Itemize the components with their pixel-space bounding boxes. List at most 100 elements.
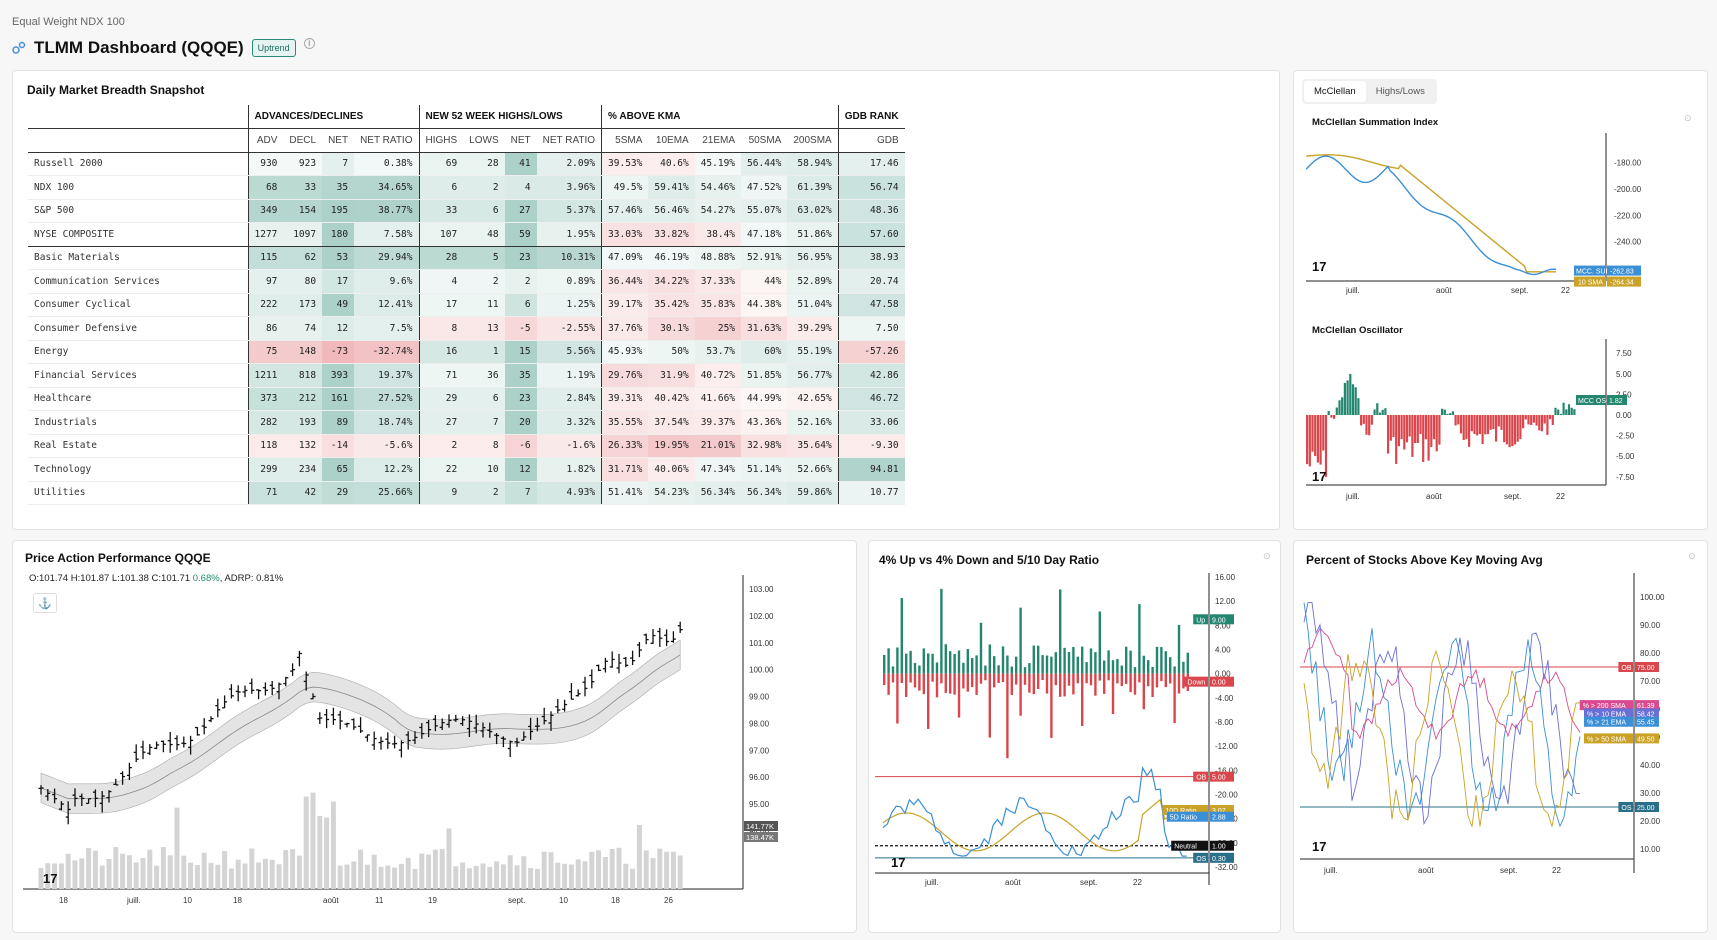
- series-tag: [1618, 802, 1633, 812]
- table-cell: 7.5%: [354, 316, 419, 341]
- oscillator-bar: [1495, 415, 1498, 442]
- column-header[interactable]: 5SMA: [601, 128, 649, 153]
- y-tick-label: 96.00: [749, 773, 770, 782]
- column-header[interactable]: GDB: [837, 128, 905, 153]
- summation-title: McClellan Summation Index: [1312, 117, 1439, 128]
- table-cell: 61.39%: [787, 175, 839, 200]
- volume-bar: [92, 850, 98, 889]
- table-row: Basic Materials 115 62 53 29.94% 28 5 23 10.31% 4…: [28, 246, 905, 270]
- column-header[interactable]: NET: [504, 128, 537, 153]
- table-cell: 12.41%: [354, 293, 419, 317]
- column-header[interactable]: HIGHS: [418, 128, 464, 153]
- volume-bar: [405, 857, 411, 889]
- y-tick-label: 90.00: [1640, 621, 1661, 630]
- series-tag: [1574, 276, 1606, 287]
- oscillator-bar: [1435, 415, 1438, 452]
- column-header[interactable]: 50SMA: [741, 128, 788, 153]
- up-bar: [979, 622, 983, 674]
- table-cell: 37.33%: [694, 269, 742, 294]
- trend-badge[interactable]: Uptrend: [251, 39, 296, 57]
- info-icon[interactable]: i: [303, 37, 315, 49]
- table-cell: 56.44%: [741, 152, 788, 176]
- oscillator-bar: [1416, 415, 1419, 444]
- oscillator-bar: [1360, 415, 1363, 426]
- column-header[interactable]: 10EMA: [648, 128, 695, 153]
- down-bar: [1032, 673, 1035, 695]
- value-tag: [1635, 662, 1659, 672]
- column-header[interactable]: LOWS: [463, 128, 505, 153]
- volume-bar: [276, 864, 282, 889]
- up-bar: [922, 648, 925, 674]
- table-cell: 9: [418, 481, 464, 505]
- column-header[interactable]: NET RATIO: [354, 128, 419, 153]
- column-header[interactable]: 21EMA: [694, 128, 742, 153]
- value-tag-label: 25.00: [1637, 805, 1655, 812]
- settings-icon[interactable]: ⊙: [1688, 551, 1696, 561]
- volume-bar: [664, 851, 670, 889]
- y-tick-label: 0.00: [1215, 670, 1231, 679]
- tab-mcclellan[interactable]: McClellan: [1304, 81, 1366, 102]
- oscillator-bar: [1543, 415, 1546, 424]
- group-header: GDB RANK: [837, 105, 905, 129]
- up-bar: [1041, 655, 1044, 674]
- down-bar: [1160, 673, 1163, 682]
- y-tick-label: 101.00: [749, 639, 774, 648]
- sector-name: Communication Services: [28, 269, 248, 294]
- table-cell: 33.03%: [601, 222, 649, 247]
- ratio-10d-line: [882, 798, 1187, 852]
- down-bar: [1010, 673, 1013, 695]
- column-header[interactable]: ADV: [247, 128, 284, 153]
- series-tag: [1184, 676, 1208, 687]
- oscillator-bar: [1554, 407, 1557, 415]
- table-cell: 51.86%: [787, 222, 839, 247]
- anchor-icon[interactable]: ⚓: [33, 593, 57, 613]
- up-bar: [1164, 651, 1167, 674]
- y-tick-label: -7.50: [1616, 473, 1635, 482]
- table-cell: 89: [322, 410, 355, 435]
- table-cell: 2: [504, 269, 537, 294]
- oscillator-bar: [1503, 415, 1506, 443]
- sector-name: Healthcare: [28, 387, 248, 411]
- series-tag: [1193, 771, 1208, 782]
- oscillator-bar: [1535, 415, 1538, 426]
- down-bar: [1063, 673, 1066, 697]
- up-bar: [1169, 657, 1172, 674]
- price-title: Price Action Performance QQQE: [25, 551, 211, 565]
- settings-icon[interactable]: ⊙: [1263, 551, 1271, 561]
- table-cell: 48.36: [837, 199, 905, 223]
- volume-bar: [446, 828, 452, 889]
- table-cell: 25%: [694, 316, 742, 341]
- column-header[interactable]: 200SMA: [787, 128, 839, 153]
- table-cell: 7.50: [837, 316, 905, 341]
- tab-highs-lows[interactable]: Highs/Lows: [1375, 86, 1425, 97]
- up-bar: [1072, 647, 1075, 674]
- column-header[interactable]: NET RATIO: [536, 128, 602, 153]
- volume-bar: [480, 863, 486, 889]
- up-bar: [966, 649, 969, 674]
- settings-icon[interactable]: ⊙: [1684, 113, 1692, 123]
- up-bar: [1045, 655, 1049, 674]
- down-bar: [1120, 673, 1123, 687]
- table-cell: 56.74: [837, 175, 905, 200]
- down-bar: [1059, 673, 1062, 697]
- table-cell: 19.37%: [354, 363, 419, 388]
- oscillator-bar: [1524, 415, 1527, 420]
- volume-bar: [296, 855, 302, 889]
- column-header[interactable]: NET: [322, 128, 355, 153]
- percent-line: [1303, 649, 1581, 827]
- table-cell: 1: [463, 340, 505, 364]
- series-tag: [1171, 840, 1208, 851]
- table-cell: 35: [322, 175, 355, 200]
- table-cell: 42.65%: [787, 387, 839, 411]
- volume-bar: [528, 868, 534, 889]
- series-tag: [1576, 395, 1606, 406]
- up-bar: [1129, 650, 1132, 674]
- oscillator-bar: [1500, 415, 1503, 430]
- down-bar: [1142, 673, 1145, 710]
- up-bar: [931, 653, 934, 674]
- table-cell: 28: [418, 246, 464, 270]
- column-header[interactable]: DECL: [283, 128, 323, 153]
- moving-average-line: [40, 654, 681, 800]
- table-cell: 27: [418, 410, 464, 435]
- table-cell: 34.22%: [648, 269, 695, 294]
